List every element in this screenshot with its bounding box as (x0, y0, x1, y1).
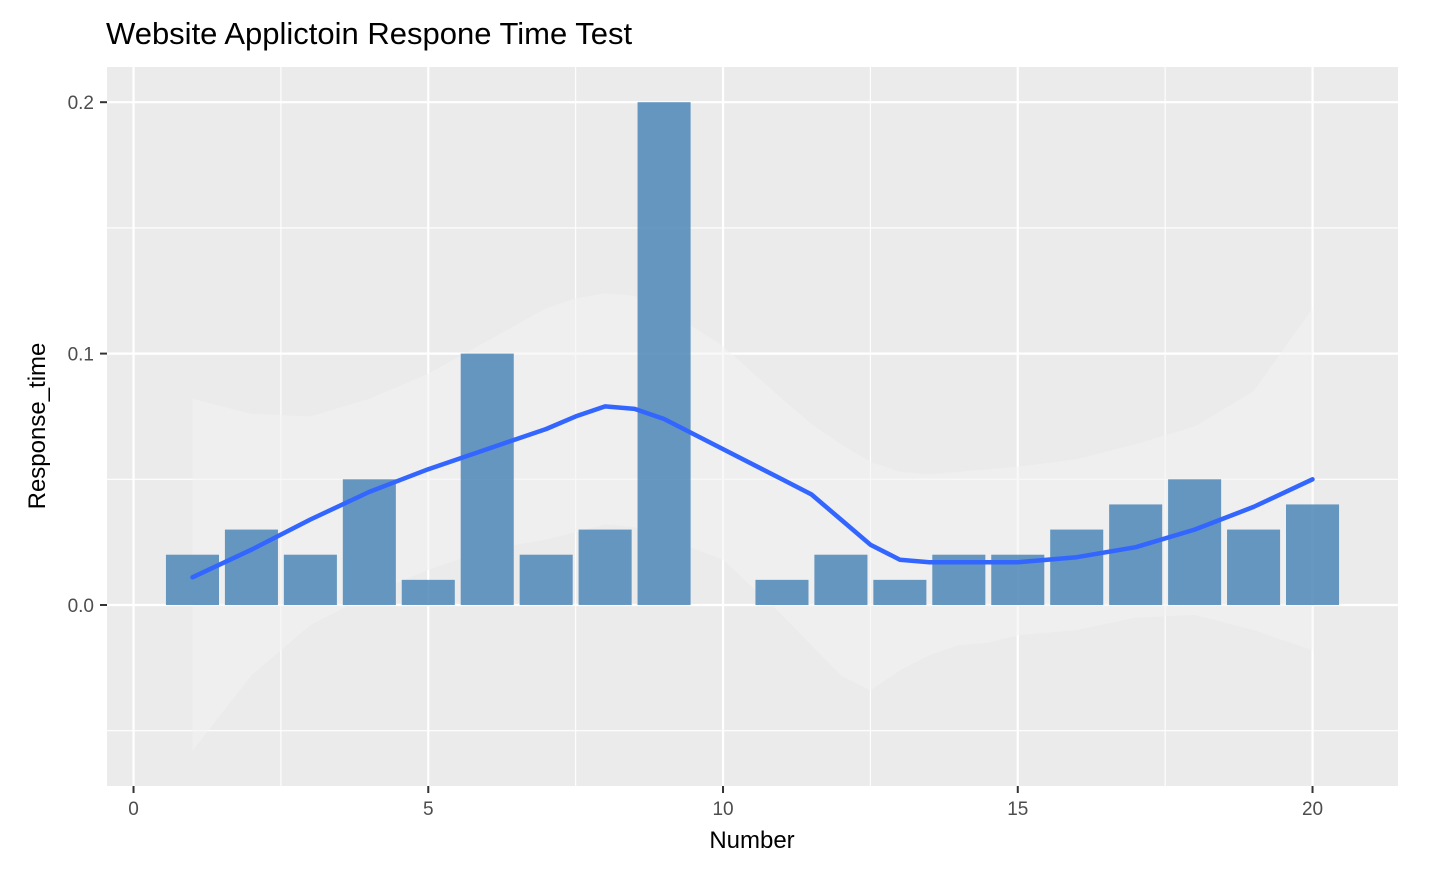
y-axis: 0.0 0.1 0.2 (68, 93, 107, 617)
bar (165, 554, 220, 605)
bar (460, 353, 514, 605)
bar (1050, 529, 1104, 605)
x-tick-label: 15 (1007, 799, 1028, 820)
bar-series (165, 102, 1340, 605)
x-tick-label: 0 (128, 799, 139, 820)
x-tick-label: 5 (423, 799, 434, 820)
smooth-line (190, 404, 1315, 580)
bar (637, 102, 691, 605)
y-axis-title: Response_time (24, 343, 51, 510)
x-axis: 0 5 10 15 20 (128, 786, 1323, 820)
bar (1285, 504, 1340, 605)
y-tick-label: 0.2 (68, 93, 94, 114)
bar (1168, 479, 1222, 605)
bar (283, 554, 337, 605)
y-tick-label: 0.1 (68, 345, 94, 366)
bar (1227, 529, 1281, 605)
bar (578, 529, 632, 605)
bar (519, 554, 573, 605)
chart-title: Website Applictoin Respone Time Test (106, 16, 633, 51)
bar (814, 554, 868, 605)
x-tick-label: 20 (1302, 799, 1323, 820)
y-tick-label: 0.0 (68, 596, 94, 617)
bar (401, 579, 455, 605)
bar (755, 579, 809, 605)
x-axis-title: Number (709, 827, 794, 854)
smooth-curve (190, 404, 1315, 580)
x-tick-label: 10 (712, 799, 733, 820)
bar (873, 579, 927, 605)
bar (1109, 504, 1163, 605)
